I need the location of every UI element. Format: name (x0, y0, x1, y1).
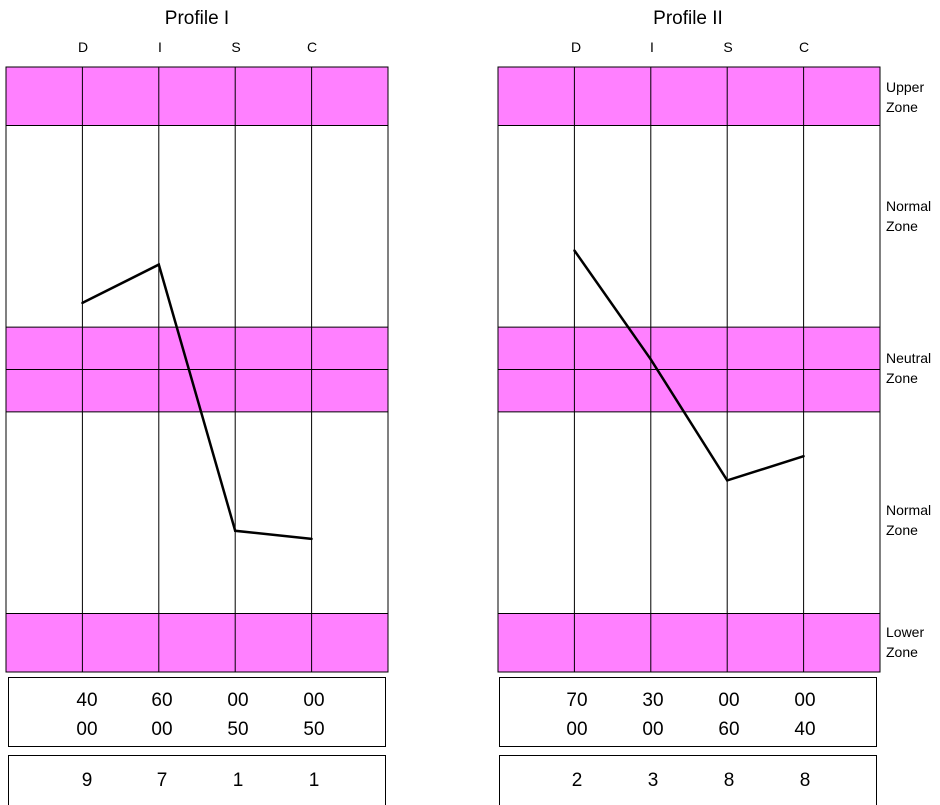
zone-label-upper-line1: Upper (886, 79, 925, 95)
profile-1-point-s (234, 529, 237, 533)
profile-1-title: Profile I (164, 8, 230, 29)
profile-1-totals-box: 9 7 1 1 (8, 755, 386, 805)
zone-label-lower-line1: Lower (886, 624, 925, 640)
profile-1-band-lower (6, 613, 388, 672)
zone-label-neutral: Neutral Zone (886, 348, 940, 388)
profile-1-band-upper (6, 67, 388, 126)
profile-2-total-c: 8 (799, 770, 811, 791)
profile-2-score-box: 70 30 00 00 00 00 60 40 (499, 677, 877, 747)
profile-2-point-s (726, 479, 729, 482)
profile-2-grid (497, 66, 881, 673)
zone-label-neutral-line1: Neutral (886, 350, 932, 366)
profile-2-score-d-2: 00 (566, 719, 588, 740)
disc-profile-charts (5, 66, 881, 673)
profile-2-total-s: 8 (723, 770, 735, 791)
profile-1-score-d-1: 40 (76, 690, 98, 711)
profile-1-grid (5, 66, 389, 673)
profile-1-score-c-2: 50 (303, 719, 325, 740)
profile-1-score-s-1: 00 (227, 690, 249, 711)
zone-label-normal-lower: Normal Zone (886, 500, 940, 540)
profile-2-band-upper (498, 67, 880, 126)
profile-2-score-s-1: 00 (718, 690, 740, 711)
profile-2-total-i: 3 (647, 770, 659, 791)
profile-1-total-s: 1 (232, 770, 244, 791)
profile-2-score-d-1: 70 (566, 690, 588, 711)
profile-1-score-d-2: 00 (76, 719, 98, 740)
profile-1-point-c (310, 537, 313, 541)
profile-1-total-d: 9 (81, 770, 93, 791)
profile-2-score-c-1: 00 (794, 690, 816, 711)
zone-label-lower-line2: Zone (886, 644, 918, 660)
profile-1-col-d: D (77, 39, 89, 55)
zone-label-upper: Upper Zone (886, 77, 940, 117)
profile-2-totals-box: 2 3 8 8 (499, 755, 877, 805)
zone-label-normal-lower-line2: Zone (886, 522, 918, 538)
profile-1-col-s: S (231, 39, 241, 55)
profile-1-point-d (81, 301, 84, 305)
profile-1-score-c-1: 00 (303, 690, 325, 711)
profile-1-total-i: 7 (156, 770, 168, 791)
profile-2-score-i-2: 00 (642, 719, 664, 740)
zone-label-neutral-line2: Zone (886, 370, 918, 386)
profile-1-col-i: I (158, 39, 162, 55)
profile-1-line (81, 262, 312, 541)
profile-2-point-i (649, 358, 652, 361)
zone-label-normal-upper-line2: Zone (886, 218, 918, 234)
profile-2-col-i: I (650, 39, 654, 55)
profile-1-score-s-2: 50 (227, 719, 249, 740)
profile-1-col-c: C (306, 39, 318, 55)
profile-1-score-i-1: 60 (151, 690, 173, 711)
zone-label-upper-line2: Zone (886, 99, 918, 115)
profile-1-score-i-2: 00 (151, 719, 173, 740)
zone-label-normal-upper-line1: Normal (886, 198, 932, 214)
profile-2-col-d: D (570, 39, 582, 55)
profile-2-col-c: C (798, 39, 810, 55)
profile-2-score-i-1: 30 (642, 690, 664, 711)
profile-1-total-c: 1 (308, 770, 320, 791)
profile-2-score-c-2: 40 (794, 719, 816, 740)
profile-2-point-d (573, 249, 576, 252)
zone-label-normal-lower-line1: Normal (886, 502, 932, 518)
profile-2-col-s: S (723, 39, 733, 55)
profile-2-band-lower (498, 613, 880, 672)
profile-2-point-c (802, 455, 805, 458)
profile-2-total-d: 2 (571, 770, 583, 791)
profile-2-line (573, 249, 804, 482)
zone-label-lower: Lower Zone (886, 622, 940, 662)
profile-2-score-s-2: 60 (718, 719, 740, 740)
profile-1-point-i (157, 263, 160, 266)
profile-1-score-box: 40 60 00 00 00 00 50 50 (8, 677, 386, 747)
zone-label-normal-upper: Normal Zone (886, 196, 940, 236)
profile-2-title: Profile II (653, 8, 723, 29)
